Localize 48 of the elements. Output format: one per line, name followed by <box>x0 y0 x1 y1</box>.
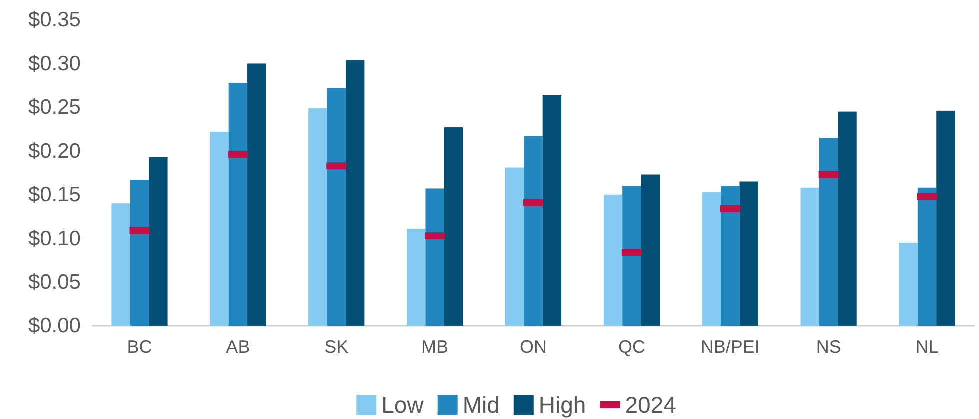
legend-label: High <box>538 392 586 418</box>
x-tick-label: NS <box>816 336 842 357</box>
y-tick-label: $0.35 <box>28 8 81 32</box>
bar <box>542 95 562 326</box>
bar <box>838 112 857 326</box>
x-tick-label: NB/PEI <box>700 336 760 357</box>
bar <box>505 168 524 326</box>
x-tick-label: NL <box>916 336 939 357</box>
bar <box>800 188 820 326</box>
bar <box>248 64 266 326</box>
legend-label: Low <box>382 392 424 418</box>
y-tick-label: $0.20 <box>28 140 81 163</box>
bar <box>444 128 464 326</box>
bar <box>721 186 740 326</box>
bar <box>407 228 426 326</box>
x-tick-label: AB <box>226 336 250 357</box>
y-tick-label: $0.25 <box>28 96 81 120</box>
bar <box>327 88 346 326</box>
bar <box>936 110 956 326</box>
bar <box>130 180 150 326</box>
bar <box>149 157 168 326</box>
bar <box>228 82 248 326</box>
x-tick-label: MB <box>422 336 449 357</box>
bar <box>210 132 229 326</box>
bar <box>819 138 838 326</box>
legend-label: Mid <box>462 392 500 418</box>
y-tick-label: $0.30 <box>28 52 81 76</box>
y-tick-label: $0.10 <box>28 227 81 250</box>
x-tick-label: BC <box>127 336 152 357</box>
bar <box>112 204 130 326</box>
bar <box>899 242 918 326</box>
y-tick-label: $0.05 <box>28 271 81 294</box>
bar <box>622 186 642 326</box>
y-tick-label: $0.15 <box>28 184 81 207</box>
bar <box>524 136 543 326</box>
bar <box>918 188 937 326</box>
x-tick-label: ON <box>520 336 547 357</box>
bar <box>740 182 758 326</box>
bar <box>604 194 623 326</box>
x-tick-label: QC <box>618 336 646 357</box>
bar <box>346 60 365 326</box>
bar <box>641 174 660 326</box>
bar <box>702 192 722 326</box>
y-tick-label: $0.00 <box>28 314 81 338</box>
x-tick-label: SK <box>324 336 349 357</box>
bar <box>426 188 444 326</box>
legend-label: 2024 <box>625 392 677 418</box>
bar <box>308 108 328 326</box>
